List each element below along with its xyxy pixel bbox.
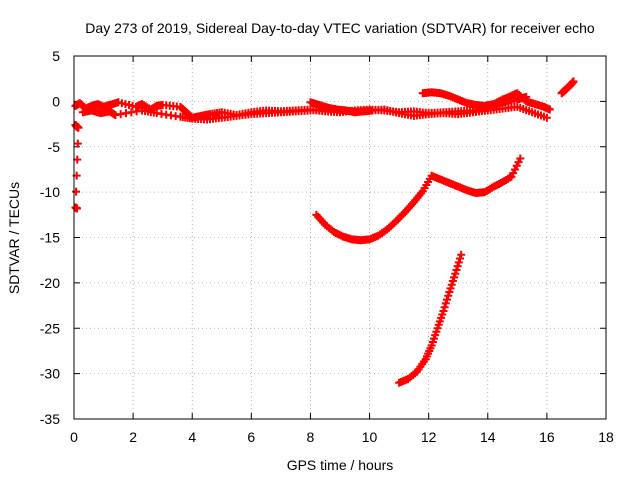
data-point [73, 155, 82, 164]
data-points [71, 77, 578, 387]
x-tick-label: 2 [129, 429, 137, 445]
x-tick-label: 10 [362, 429, 378, 445]
data-point [441, 299, 450, 308]
y-tick-label: -10 [40, 184, 60, 200]
data-point [516, 154, 525, 163]
x-tick-label: 16 [539, 429, 555, 445]
x-axis-label: GPS time / hours [287, 457, 394, 473]
data-point [444, 291, 453, 300]
data-point [545, 105, 554, 114]
plot-frame [73, 55, 607, 420]
x-tick-label: 4 [188, 429, 196, 445]
data-point [72, 187, 81, 196]
data-point [74, 123, 83, 132]
y-tick-label: -5 [48, 139, 61, 155]
x-tick-label: 0 [70, 429, 78, 445]
x-tick-label: 14 [480, 429, 496, 445]
data-point [368, 106, 377, 115]
tick-labels: 0 2 4 6 8 10 12 14 16 18 5 0 -5 -10 -15 -20 -25 -30 -35 [40, 48, 614, 445]
data-point [542, 113, 551, 122]
x-tick-label: 6 [247, 429, 255, 445]
data-point [457, 250, 466, 259]
chart-title: Day 273 of 2019, Sidereal Day-to-day VTE… [85, 20, 595, 36]
data-point [452, 265, 461, 274]
y-tick-label: 5 [52, 48, 60, 64]
y-tick-label: -20 [40, 275, 60, 291]
data-point [569, 77, 578, 86]
data-point [455, 254, 464, 263]
data-point [454, 258, 463, 267]
y-tick-label: -30 [40, 366, 60, 382]
data-point [439, 307, 448, 316]
y-tick-label: -15 [40, 230, 60, 246]
y-axis-label: SDTVAR / TECUs [6, 182, 22, 294]
data-point [453, 262, 462, 271]
x-tick-label: 18 [598, 429, 614, 445]
data-point [442, 295, 451, 304]
data-point [451, 269, 460, 278]
x-tick-label: 8 [307, 429, 315, 445]
y-tick-label: 0 [52, 93, 60, 109]
data-point [440, 303, 449, 312]
x-tick-label: 12 [421, 429, 437, 445]
y-tick-label: -25 [40, 320, 60, 336]
data-point [73, 139, 82, 148]
y-tick-label: -35 [40, 411, 60, 427]
